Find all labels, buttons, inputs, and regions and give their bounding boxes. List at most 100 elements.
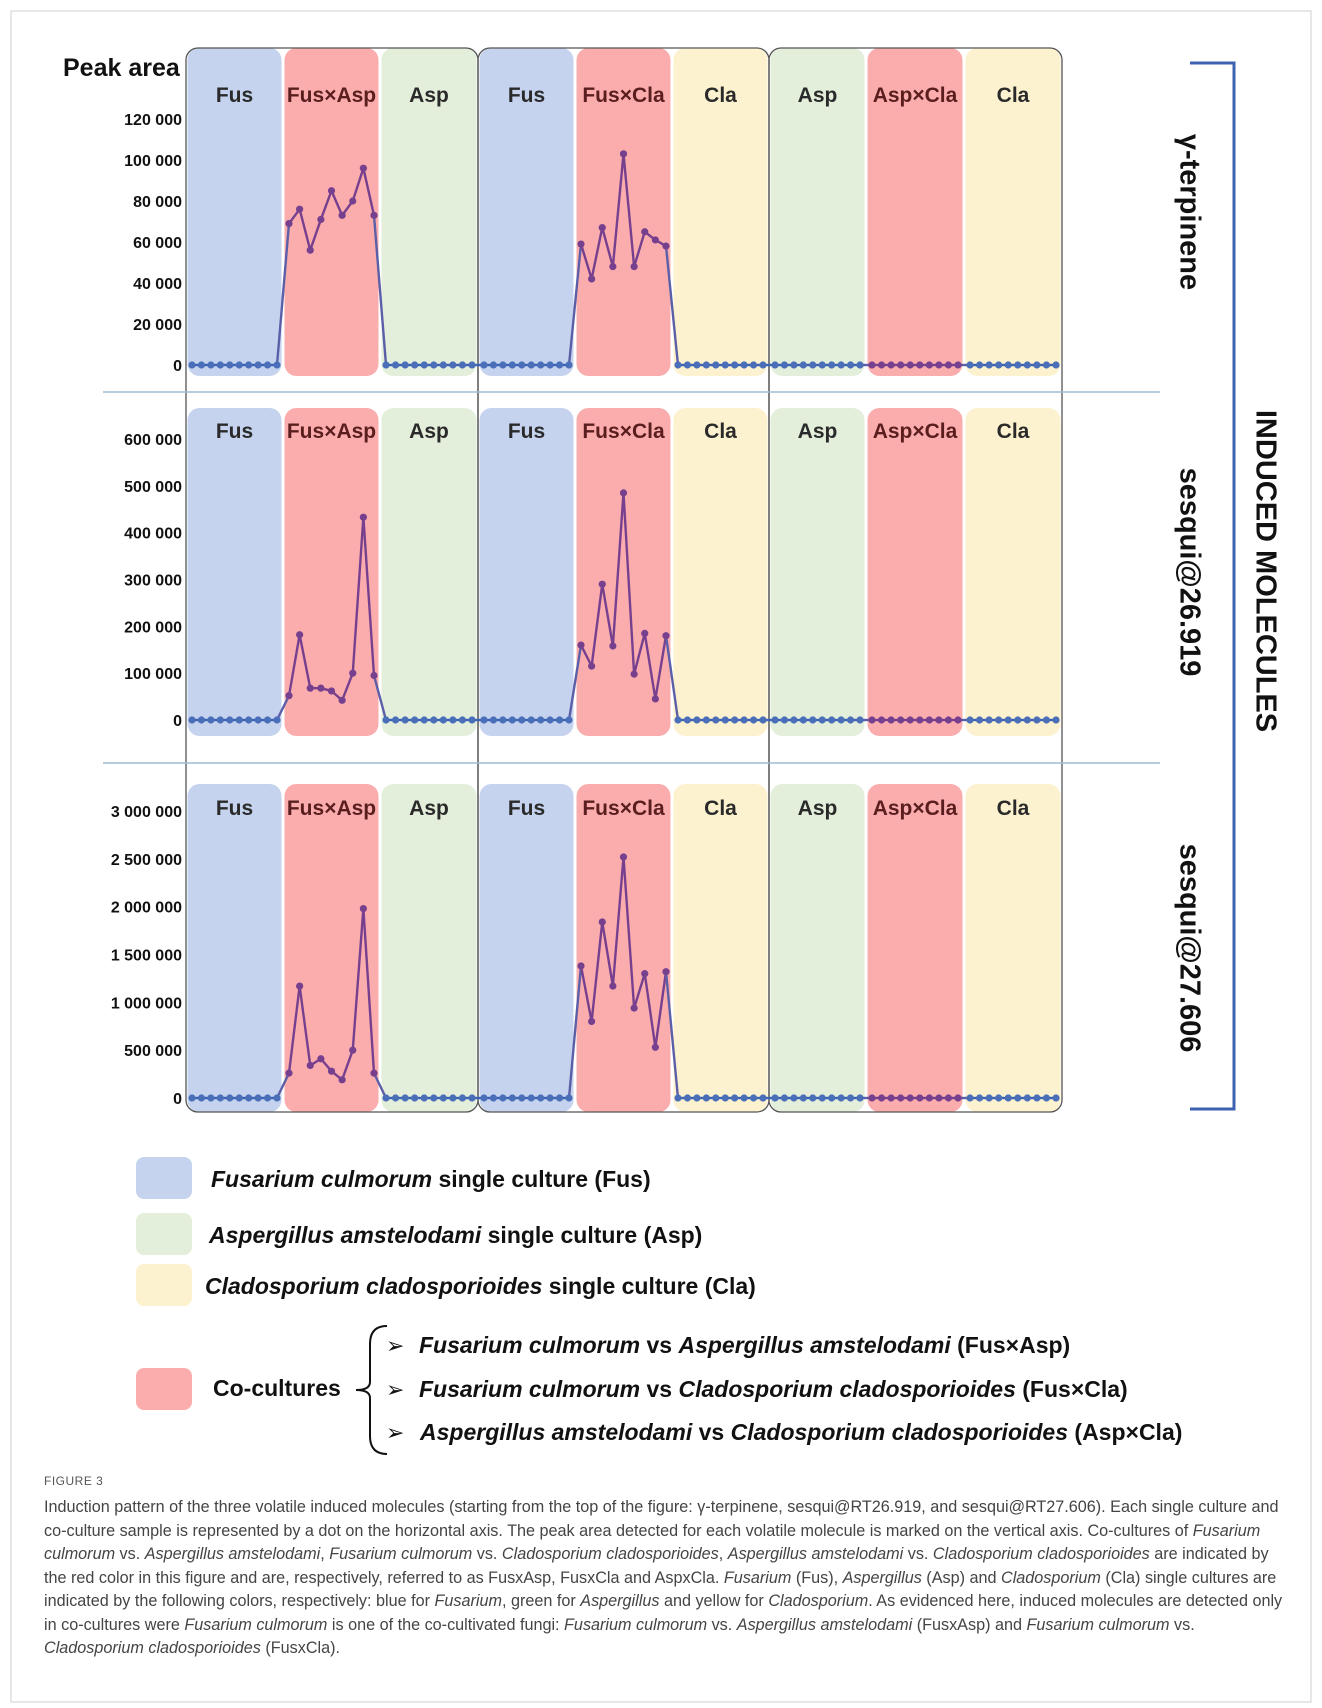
group-label: Fus×Asp — [287, 797, 376, 820]
caption-italic: Aspergillus — [580, 1592, 660, 1610]
series-segment — [287, 985, 301, 1074]
legend-species: Cladosporium cladosporioides — [678, 1376, 1015, 1402]
data-point — [1052, 1094, 1060, 1102]
y-tick-label: 120 000 — [124, 112, 182, 129]
legend-entry: Aspergillus amstelodami single culture (… — [208, 1222, 702, 1248]
band-asp — [770, 784, 865, 1112]
data-point — [846, 716, 855, 724]
y-tick-label: 500 000 — [124, 1043, 182, 1060]
data-point — [598, 224, 606, 232]
band-cla — [673, 408, 768, 736]
caption-span: vs. — [903, 1545, 933, 1563]
data-point — [818, 361, 826, 369]
group-frames — [185, 47, 1063, 1113]
legend-species: Aspergillus amstelodami — [208, 1222, 482, 1248]
data-point — [954, 361, 962, 369]
data-point — [790, 1094, 798, 1102]
series-segment — [340, 1049, 354, 1081]
series-segment — [590, 227, 604, 280]
data-point — [906, 361, 914, 369]
legend-vs: vs — [692, 1419, 730, 1445]
data-point — [975, 361, 984, 369]
band-fus — [479, 408, 574, 736]
legend-suffix: single culture (Fus) — [432, 1166, 651, 1192]
caption-span: , — [320, 1545, 330, 1563]
data-point — [480, 1094, 488, 1102]
y-tick-label: 400 000 — [124, 526, 182, 543]
data-point — [985, 361, 993, 369]
data-point — [391, 361, 400, 369]
arrow-bullet-icon: ➢ — [386, 1420, 404, 1445]
caption-italic: Aspergillus — [842, 1568, 922, 1587]
data-point — [790, 361, 798, 369]
data-point — [877, 361, 886, 369]
data-point — [588, 662, 596, 670]
series-segment — [601, 583, 615, 647]
data-point — [966, 1094, 974, 1102]
group-label: Fus — [508, 797, 545, 820]
data-point — [944, 716, 953, 724]
data-point — [588, 275, 596, 283]
caption-italic: Cladosporium cladosporioides — [501, 1545, 719, 1563]
data-point — [188, 716, 196, 724]
legend-swatch — [136, 1157, 192, 1199]
data-point — [1004, 361, 1012, 369]
series-segment — [632, 973, 646, 1009]
data-point — [370, 211, 378, 219]
data-point — [609, 982, 617, 990]
data-point — [518, 1094, 526, 1102]
series-segment — [664, 971, 680, 1099]
series-segment — [632, 633, 646, 675]
y-tick-label: 500 000 — [124, 479, 182, 496]
data-point — [662, 242, 670, 250]
data-point — [731, 361, 739, 369]
series-segment — [590, 584, 604, 667]
data-point — [273, 1094, 281, 1102]
data-point — [780, 361, 789, 369]
group-label: Fus×Cla — [582, 84, 665, 107]
legend-species: Aspergillus amstelodami — [677, 1332, 951, 1358]
data-point — [285, 219, 293, 228]
data-point — [577, 240, 585, 248]
group-label: Fus×Cla — [582, 797, 665, 820]
data-point — [565, 716, 573, 724]
data-point — [327, 1067, 336, 1075]
data-point — [651, 695, 659, 703]
data-point — [468, 361, 476, 369]
figure-caption: FIGURE 3 Induction pattern of the three … — [44, 1474, 1294, 1661]
band-cla — [673, 48, 768, 376]
band-fus — [479, 784, 574, 1112]
data-point — [306, 246, 314, 254]
data-point — [285, 692, 293, 700]
group-label: Asp — [798, 420, 838, 443]
data-point — [401, 716, 409, 724]
data-point — [749, 1094, 758, 1102]
data-point — [598, 918, 606, 926]
data-point — [693, 716, 701, 724]
molecule-title: sesqui@26.919 — [1173, 468, 1205, 677]
data-point — [338, 1076, 346, 1084]
data-point — [1004, 1094, 1012, 1102]
caption-label: FIGURE 3 — [44, 1474, 104, 1488]
data-point — [1052, 361, 1060, 369]
data-point — [555, 716, 564, 724]
data-point — [846, 1094, 855, 1102]
series-segment — [579, 644, 593, 667]
legend-co-entry: Aspergillus amstelodami vs Cladosporium … — [419, 1419, 1182, 1445]
data-point — [966, 716, 974, 724]
data-point — [935, 361, 943, 369]
data-point — [285, 1069, 293, 1077]
data-point — [577, 962, 585, 970]
caption-span: (FusxCla). — [260, 1639, 341, 1657]
data-point — [651, 1043, 659, 1051]
series-segment — [643, 633, 657, 700]
legend-swatch-co — [136, 1368, 192, 1410]
data-point — [641, 629, 649, 637]
series-segment — [275, 695, 291, 721]
data-point — [349, 1046, 357, 1054]
panel-separators — [103, 391, 1160, 764]
data-point — [527, 716, 535, 724]
data-point — [216, 1094, 224, 1102]
series-segment — [567, 243, 583, 366]
caption-span: (Asp) and — [921, 1568, 1001, 1587]
